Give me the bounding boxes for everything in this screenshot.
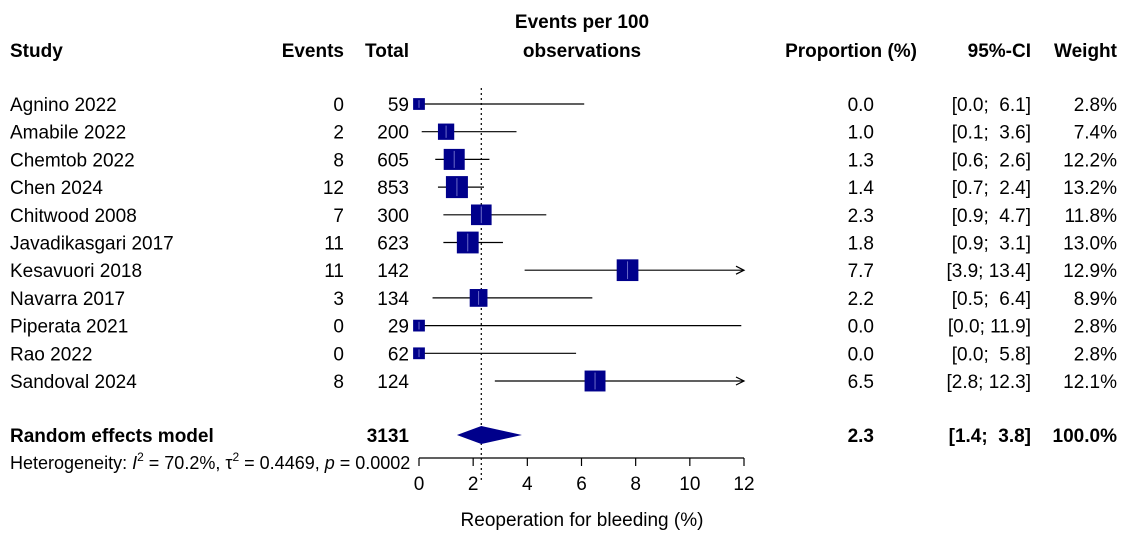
study-total: 124 [377,372,409,393]
study-total: 134 [377,289,409,310]
study-ci: [0.0; 6.1] [952,95,1031,116]
study-proportion: 1.3 [848,150,874,171]
study-weight: 7.4% [1074,123,1117,144]
study-events: 0 [333,344,344,365]
study-weight: 12.2% [1063,150,1117,171]
study-proportion: 1.8 [848,234,874,255]
pooled-ci: [1.4; 3.8] [949,426,1031,447]
plot-marks [413,88,746,482]
study-ci: [3.9; 13.4] [946,261,1031,282]
x-tick-label: 4 [522,474,533,495]
header-weight: Weight [1054,41,1118,62]
x-tick-label: 12 [733,474,754,495]
study-weight: 11.8% [1065,206,1118,227]
study-name: Piperata 2021 [10,317,128,338]
heterogeneity-text: Heterogeneity: I2 = 70.2%, τ2 = 0.4469, … [10,450,410,473]
study-weight: 12.1% [1063,372,1117,393]
study-events: 0 [333,95,344,116]
study-total: 300 [377,206,409,227]
header-ci: 95%-CI [968,41,1031,62]
study-ci: [0.9; 3.1] [952,234,1031,255]
pooled-diamond [456,426,522,444]
pooled-total: 3131 [367,426,410,447]
x-axis-label: Reoperation for bleeding (%) [461,510,704,531]
study-proportion: 2.2 [848,289,874,310]
pooled-label: Random effects model [10,426,214,447]
study-total: 59 [388,95,409,116]
study-name: Sandoval 2024 [10,372,137,393]
study-weight: 12.9% [1063,261,1117,282]
study-events: 0 [333,317,344,338]
study-weight: 2.8% [1074,95,1117,116]
study-name: Amabile 2022 [10,123,126,144]
header-events: Events [282,41,344,62]
study-total: 29 [388,317,409,338]
study-ci: [0.7; 2.4] [952,178,1031,199]
x-tick-label: 8 [630,474,641,495]
study-name: Chemtob 2022 [10,150,135,171]
study-total: 142 [377,261,409,282]
study-weight: 13.2% [1063,178,1117,199]
study-events: 11 [324,261,344,282]
study-name: Rao 2022 [10,344,92,365]
study-name: Navarra 2017 [10,289,125,310]
study-proportion: 6.5 [848,372,874,393]
pooled-weight: 100.0% [1053,426,1118,447]
header-total: Total [365,41,409,62]
x-tick-label: 0 [414,474,425,495]
study-ci: [0.1; 3.6] [952,123,1031,144]
study-total: 605 [377,150,409,171]
study-name: Chen 2024 [10,178,103,199]
study-events: 12 [323,178,344,199]
study-proportion: 2.3 [848,206,874,227]
study-proportion: 0.0 [848,95,874,116]
pooled-proportion: 2.3 [848,426,874,447]
x-tick-label: 10 [679,474,700,495]
header-study: Study [10,41,63,62]
study-total: 853 [377,178,409,199]
study-proportion: 0.0 [848,317,874,338]
header-plot-line1: Events per 100 [515,12,649,33]
study-proportion: 1.4 [848,178,875,199]
ci-arrow [735,376,746,386]
study-events: 2 [333,123,344,144]
study-events: 11 [324,234,344,255]
study-name: Agnino 2022 [10,95,117,116]
study-ci: [2.8; 12.3] [946,372,1031,393]
x-tick-label: 2 [468,474,479,495]
study-ci: [0.0; 11.9] [948,317,1031,338]
study-weight: 8.9% [1074,289,1117,310]
study-weight: 2.8% [1074,344,1117,365]
study-events: 8 [333,372,344,393]
study-name: Chitwood 2008 [10,206,137,227]
study-total: 62 [388,344,409,365]
study-total: 623 [377,234,409,255]
study-name: Kesavuori 2018 [10,261,142,282]
study-ci: [0.5; 6.4] [952,289,1031,310]
study-proportion: 1.0 [848,123,874,144]
study-events: 7 [333,206,344,227]
study-ci: [0.0; 5.8] [952,344,1031,365]
header-proportion: Proportion (%) [785,41,917,62]
study-rows: Agnino 2022 0 59 0.0 [0.0; 6.1] 2.8% Amabile 2… [10,95,1117,393]
x-axis: 0 2 4 6 8 10 12 [414,457,755,495]
study-proportion: 7.7 [848,261,874,282]
study-total: 200 [377,123,409,144]
study-name: Javadikasgari 2017 [10,234,174,255]
study-events: 8 [333,150,344,171]
ci-arrow [735,265,746,275]
study-ci: [0.9; 4.7] [952,206,1031,227]
x-tick-label: 6 [576,474,587,495]
study-ci: [0.6; 2.6] [952,150,1031,171]
header-plot-line2: observations [523,41,641,62]
study-weight: 2.8% [1074,317,1117,338]
study-proportion: 0.0 [848,344,874,365]
study-weight: 13.0% [1063,234,1117,255]
study-events: 3 [333,289,344,310]
